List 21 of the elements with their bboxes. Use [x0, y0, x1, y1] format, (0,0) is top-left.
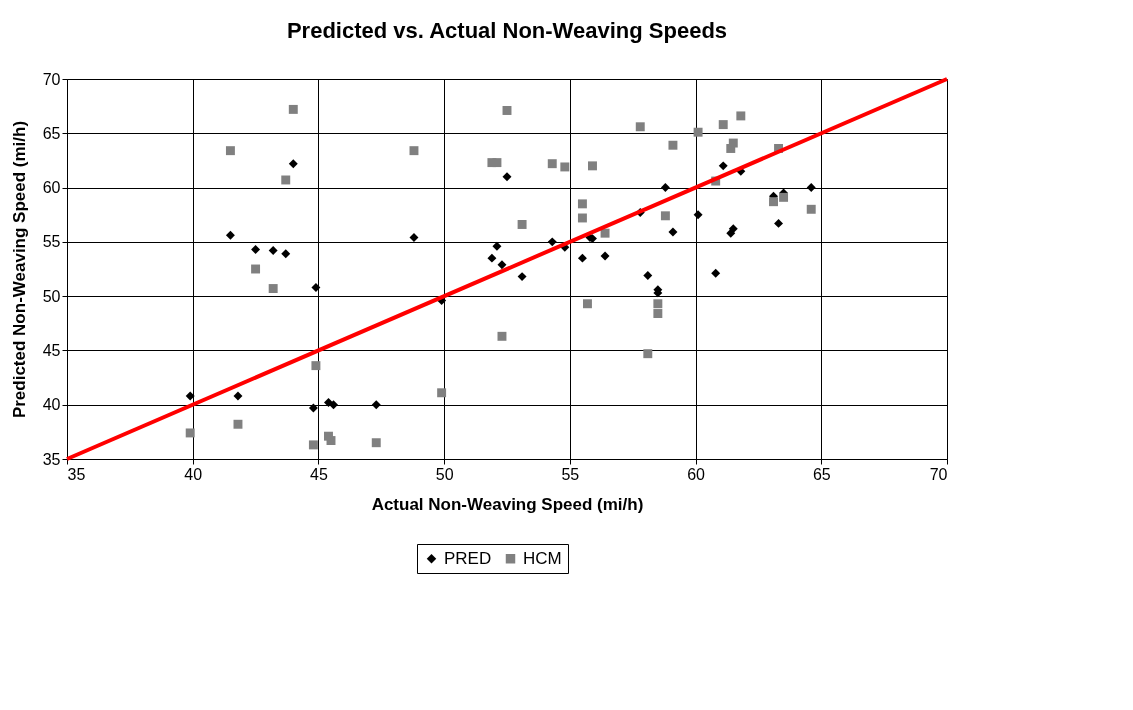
x-tick-label: 70 [929, 465, 948, 483]
y-tick-label: 65 [42, 124, 61, 142]
x-tick-label: 40 [184, 465, 203, 483]
x-tick-label: 45 [310, 465, 328, 483]
y-axis-title: Predicted Non-Weaving Speed (mi/h) [9, 120, 29, 419]
x-tick-label: 35 [67, 465, 86, 483]
x-tick-label: 50 [435, 465, 454, 483]
y-tick-label: 50 [42, 287, 61, 305]
y-tick-label: 40 [42, 396, 61, 414]
legend-label: HCM [523, 548, 562, 568]
y-tick-label: 45 [42, 341, 61, 359]
x-tick-label: 65 [812, 465, 831, 483]
y-tick-label: 60 [42, 179, 61, 197]
y-tick-label: 35 [42, 450, 61, 468]
legend-label: PRED [444, 548, 492, 568]
x-tick-label: 55 [561, 465, 580, 483]
x-tick-label: 60 [687, 465, 706, 483]
x-axis-title: Actual Non-Weaving Speed (mi/h) [371, 494, 644, 514]
chart-title: Predicted vs. Actual Non-Weaving Speeds [286, 18, 728, 43]
y-tick-label: 70 [42, 70, 61, 88]
y-tick-label: 55 [42, 233, 61, 251]
